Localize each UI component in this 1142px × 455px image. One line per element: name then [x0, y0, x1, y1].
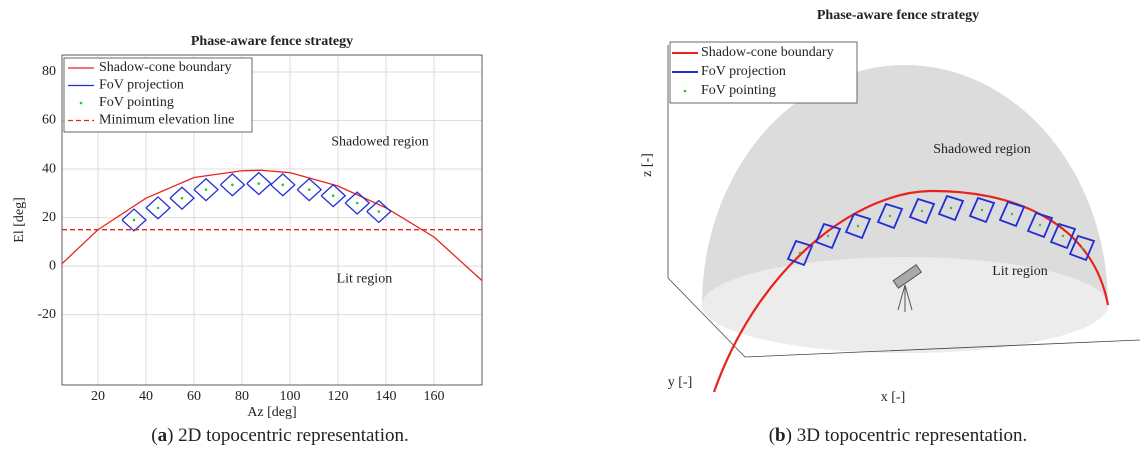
- x-tick-label: 160: [424, 389, 445, 404]
- x-tick-label: 60: [187, 389, 201, 404]
- fov-footprint: [968, 196, 996, 224]
- point: [180, 196, 184, 200]
- fov-footprint: [1049, 222, 1077, 250]
- caption-part: a: [158, 425, 168, 446]
- fov-pointing: [920, 209, 924, 213]
- annotation: Shadowed region: [933, 142, 1031, 157]
- legend-label: Minimum elevation line: [99, 113, 234, 128]
- point: [132, 218, 136, 222]
- x-axis-label: x [-]: [881, 390, 906, 405]
- fov-footprint: [1026, 211, 1054, 239]
- point: [257, 182, 261, 185]
- legend-label: Shadow-cone boundary: [99, 60, 232, 75]
- panel-2d: 20 40 60 80 100 120 140 160 -20 0 20 40 60 80 Phase-aw…: [12, 34, 483, 446]
- point: [156, 206, 160, 210]
- point: [377, 210, 381, 213]
- legend-label: FoV pointing: [99, 95, 174, 110]
- legend: [63, 57, 253, 133]
- fov-pointing: [826, 234, 830, 238]
- legend-label: FoV projection: [701, 64, 786, 79]
- fov-pointing: [1010, 212, 1014, 216]
- y-tick-label: -20: [37, 307, 56, 322]
- x-tick-label: 140: [376, 389, 397, 404]
- x-tick-label: 20: [91, 389, 105, 404]
- axis-box: [667, 45, 1141, 358]
- fov-pointing: [949, 206, 953, 210]
- fov-pointing: [1061, 234, 1065, 238]
- y-tick-label: 80: [42, 64, 56, 79]
- fov-pointing: [1038, 223, 1042, 227]
- fov-footprint: [876, 202, 904, 230]
- y-axis-label: y [-]: [668, 375, 693, 390]
- x-tick-label: 80: [235, 389, 249, 404]
- point: [231, 183, 234, 187]
- fov-footprint: [1068, 234, 1096, 262]
- fov-footprint: [937, 194, 965, 222]
- plot-frame: [61, 54, 483, 386]
- caption: (b) 3D topocentric representation.: [769, 425, 1028, 446]
- fov-pointing: [1080, 246, 1084, 250]
- fov-footprint: [908, 197, 936, 225]
- caption-part: (: [151, 425, 157, 446]
- x-tick-label: 100: [280, 389, 301, 404]
- point: [355, 201, 359, 205]
- legend-label: Shadow-cone boundary: [701, 45, 834, 60]
- legend-marker: [683, 89, 687, 93]
- telescope-icon: [892, 263, 923, 312]
- panel-3d: Phase-aware fence strategy Shadowed regi…: [640, 8, 1141, 446]
- legend-label: FoV projection: [99, 78, 184, 93]
- caption-label: b: [775, 425, 786, 446]
- fov-footprint: [814, 222, 842, 250]
- chart-title: Phase-aware fence strategy: [817, 8, 979, 23]
- fov-footprint: [786, 239, 814, 267]
- y-axis-label: El [deg]: [12, 197, 27, 242]
- caption-part: ) 3D topocentric representation.: [786, 425, 1028, 446]
- series-line: [121, 171, 392, 232]
- shadow-cone-curve: [712, 189, 1110, 393]
- legend-marker: [79, 101, 83, 105]
- y-tick-label: 40: [42, 161, 56, 176]
- fov-pointing: [798, 251, 802, 255]
- chart-title: Phase-aware fence strategy: [191, 34, 353, 49]
- point: [204, 188, 208, 191]
- point: [331, 194, 335, 198]
- x-tick-label: 40: [139, 389, 153, 404]
- y-tick-label: 20: [42, 210, 56, 225]
- x-tick-label: 120: [328, 389, 349, 404]
- fov-pointing: [856, 224, 860, 228]
- legend-label: FoV pointing: [701, 83, 776, 98]
- fov-pointing: [888, 214, 892, 218]
- caption: (a) 2D topocentric representation.: [151, 425, 408, 446]
- fov-footprint: [844, 212, 872, 240]
- caption-part: ) 2D topocentric representation.: [167, 425, 409, 446]
- point: [281, 183, 285, 187]
- y-tick-label: 0: [49, 258, 56, 273]
- annotation: Lit region: [337, 272, 393, 287]
- x-axis-label: Az [deg]: [247, 405, 296, 420]
- caption-part: (: [769, 425, 775, 446]
- annotation: Lit region: [992, 264, 1048, 279]
- series-line: [61, 169, 483, 282]
- fov-footprint: [998, 200, 1026, 228]
- annotation: Shadowed region: [331, 135, 429, 150]
- legend: [669, 41, 858, 104]
- y-tick-label: 60: [42, 113, 56, 128]
- fov-pointing: [980, 208, 984, 212]
- fov-group: [786, 194, 1096, 267]
- z-axis-label: z [-]: [640, 153, 655, 177]
- legend-entries: Shadow-cone boundary FoV projection FoV po…: [672, 45, 834, 98]
- point: [307, 188, 311, 191]
